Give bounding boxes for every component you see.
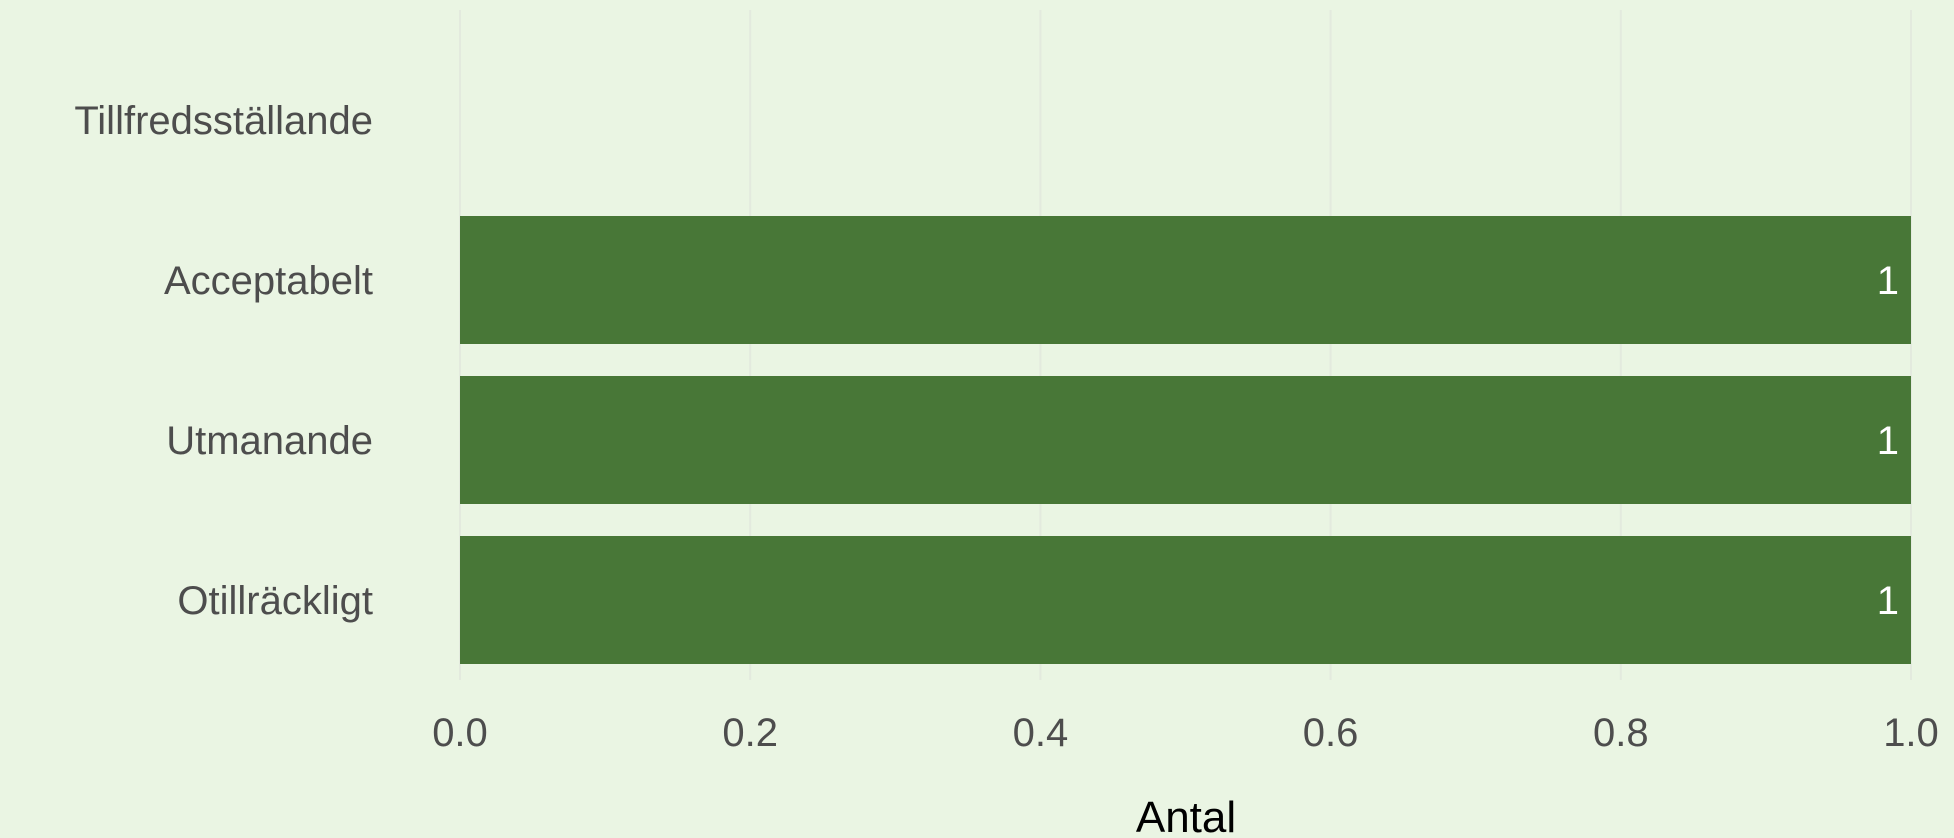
category-label: Otillräckligt (177, 579, 373, 623)
x-tick-label: 0.8 (1593, 711, 1649, 755)
category-label: Acceptabelt (164, 259, 373, 303)
bar-value-label: 1 (1877, 419, 1899, 463)
x-tick-label: 0.2 (722, 711, 778, 755)
x-tick-label: 0.0 (432, 711, 488, 755)
bar-value-label: 1 (1877, 579, 1899, 623)
bar-value-label: 1 (1877, 259, 1899, 303)
category-label: Tillfredsställande (74, 99, 373, 143)
x-axis-title: Antal (1136, 793, 1236, 838)
x-tick-label: 1.0 (1883, 711, 1939, 755)
value-labels: 1 1 1 (1877, 259, 1899, 623)
x-tick-labels: 0.0 0.2 0.4 0.6 0.8 1.0 (432, 711, 1939, 755)
bars (460, 216, 1911, 664)
category-label: Utmanande (166, 419, 373, 463)
category-labels: Tillfredsställande Acceptabelt Utmanande Ot… (74, 99, 373, 623)
x-tick-label: 0.4 (1013, 711, 1069, 755)
bar (460, 376, 1911, 504)
bar (460, 216, 1911, 344)
bar (460, 536, 1911, 664)
x-tick-label: 0.6 (1303, 711, 1359, 755)
